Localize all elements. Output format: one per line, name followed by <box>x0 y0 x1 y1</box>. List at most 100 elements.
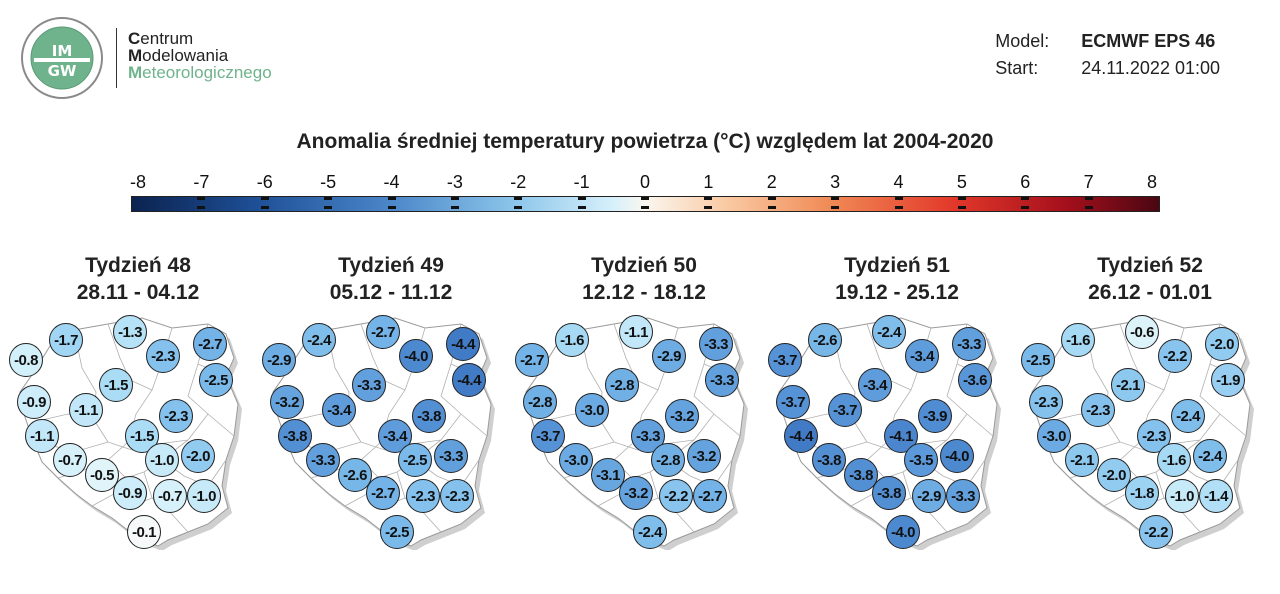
scale-tick-mark <box>514 206 523 209</box>
anomaly-bubble: -1.6 <box>555 323 589 357</box>
anomaly-bubble: -3.3 <box>631 419 665 453</box>
anomaly-bubble: -3.2 <box>619 476 653 510</box>
anomaly-bubble: -2.9 <box>652 339 686 373</box>
anomaly-bubble: -3.8 <box>872 476 906 510</box>
anomaly-bubble: -3.0 <box>1037 419 1071 453</box>
anomaly-bubble: -3.8 <box>812 443 846 477</box>
region-border <box>866 323 912 391</box>
scale-tick-mark <box>1021 197 1030 200</box>
week-name: Tydzień 48 <box>85 254 191 277</box>
scale-tick-mark <box>704 206 713 209</box>
region-border <box>360 323 406 391</box>
anomaly-bubble: -2.4 <box>1171 399 1205 433</box>
brand-line-3: Meteorologicznego <box>128 63 272 82</box>
anomaly-bubble: -1.4 <box>1199 479 1233 513</box>
scale-tick-mark <box>577 197 586 200</box>
anomaly-bubble: -2.4 <box>1193 439 1227 473</box>
poland-map: -1.6 -1.1 -3.3 -2.7 -2.9 -3.3 -2.8 -2.8 -3.0 -3.2… <box>515 310 763 550</box>
anomaly-bubble: -3.5 <box>904 443 938 477</box>
anomaly-bubble: -1.7 <box>49 323 83 357</box>
anomaly-bubble: -1.8 <box>1125 476 1159 510</box>
anomaly-bubble: -0.5 <box>85 458 119 492</box>
anomaly-bubble: -0.9 <box>113 476 147 510</box>
anomaly-bubble: -2.4 <box>872 315 906 349</box>
scale-tick-label: -1 <box>573 172 590 192</box>
scale-tick-mark <box>767 197 776 200</box>
scale-tick-label: -3 <box>446 172 463 192</box>
anomaly-bubble: -4.0 <box>399 339 433 373</box>
brand-line-2: Modelowania <box>128 46 229 65</box>
anomaly-bubble: -0.1 <box>127 515 161 549</box>
anomaly-bubble: -2.0 <box>1097 458 1131 492</box>
anomaly-bubble: -3.4 <box>322 393 356 427</box>
region-border <box>326 329 362 443</box>
scale-tick-label: 6 <box>1020 172 1031 192</box>
anomaly-bubble: -3.6 <box>958 363 992 397</box>
scale-tick-mark <box>894 197 903 200</box>
scale-tick-mark <box>260 206 269 209</box>
anomaly-bubble: -1.0 <box>1165 479 1199 513</box>
anomaly-bubble: -3.4 <box>378 419 412 453</box>
week-title: Tydzień 50 12.12 - 18.12 <box>534 252 754 306</box>
scale-tick-mark <box>197 206 206 209</box>
anomaly-bubble: -2.5 <box>1021 343 1055 377</box>
anomaly-bubble: -2.1 <box>1111 368 1145 402</box>
anomaly-bubble: -0.9 <box>17 385 51 419</box>
week-dates: 28.11 - 04.12 <box>76 281 200 304</box>
anomaly-bubble: -3.3 <box>699 327 733 361</box>
scale-tick-label: -7 <box>193 172 210 192</box>
anomaly-bubble: -3.3 <box>434 439 468 473</box>
week-name: Tydzień 52 <box>1097 254 1203 277</box>
anomaly-bubble: -3.3 <box>946 479 980 513</box>
anomaly-bubble: -2.8 <box>651 443 685 477</box>
anomaly-bubble: -3.4 <box>905 339 939 373</box>
anomaly-bubble: -2.3 <box>1081 393 1115 427</box>
anomaly-bubble: -1.6 <box>1061 323 1095 357</box>
anomaly-bubble: -1.5 <box>125 419 159 453</box>
scale-tick-mark <box>957 197 966 200</box>
scale-tick-label: 7 <box>1083 172 1094 192</box>
anomaly-bubble: -1.1 <box>69 393 103 427</box>
anomaly-bubble: -2.5 <box>398 443 432 477</box>
scale-tick-label: -5 <box>320 172 337 192</box>
region-border <box>1085 329 1121 443</box>
anomaly-bubble: -2.8 <box>605 368 639 402</box>
logo-divider <box>116 28 117 88</box>
scale-tick-label: 4 <box>893 172 904 192</box>
anomaly-bubble: -3.4 <box>858 368 892 402</box>
anomaly-bubble: -3.0 <box>575 393 609 427</box>
scale-tick-mark <box>260 197 269 200</box>
anomaly-bubble: -2.1 <box>1065 443 1099 477</box>
anomaly-bubble: -2.6 <box>808 323 842 357</box>
scale-tick-mark <box>767 206 776 209</box>
anomaly-bubble: -3.2 <box>665 399 699 433</box>
anomaly-bubble: -3.7 <box>768 343 802 377</box>
week-title: Tydzień 48 28.11 - 04.12 <box>28 252 248 306</box>
scale-tick-label: 5 <box>956 172 967 192</box>
anomaly-bubble: -2.0 <box>1205 327 1239 361</box>
anomaly-bubble: -2.5 <box>199 363 233 397</box>
anomaly-bubble: -2.4 <box>633 515 667 549</box>
anomaly-bubble: -3.8 <box>412 399 446 433</box>
anomaly-bubble: -2.7 <box>193 327 227 361</box>
map-title: Anomalia średniej temperatury powietrza … <box>296 130 994 153</box>
brand-line-1: Centrum <box>128 29 194 48</box>
anomaly-bubble: -2.7 <box>515 343 549 377</box>
week-title: Tydzień 51 19.12 - 25.12 <box>787 252 1007 306</box>
region-border <box>187 363 235 437</box>
scale-tick-mark <box>641 197 649 200</box>
week-dates: 26.12 - 01.01 <box>1088 281 1212 304</box>
region-border <box>107 323 153 391</box>
anomaly-bubble: -0.7 <box>53 443 87 477</box>
scale-tick-mark <box>450 197 459 200</box>
anomaly-bubble: -0.8 <box>9 343 43 377</box>
anomaly-bubble: -2.6 <box>338 458 372 492</box>
scale-tick-mark <box>957 206 966 209</box>
week-dates: 12.12 - 18.12 <box>582 281 706 304</box>
scale-tick-mark <box>894 206 903 209</box>
scale-tick-mark <box>450 206 459 209</box>
week-dates: 05.12 - 11.12 <box>329 281 453 304</box>
region-border <box>613 323 659 391</box>
svg-text:GW: GW <box>48 62 77 80</box>
anomaly-bubble: -2.7 <box>366 476 400 510</box>
